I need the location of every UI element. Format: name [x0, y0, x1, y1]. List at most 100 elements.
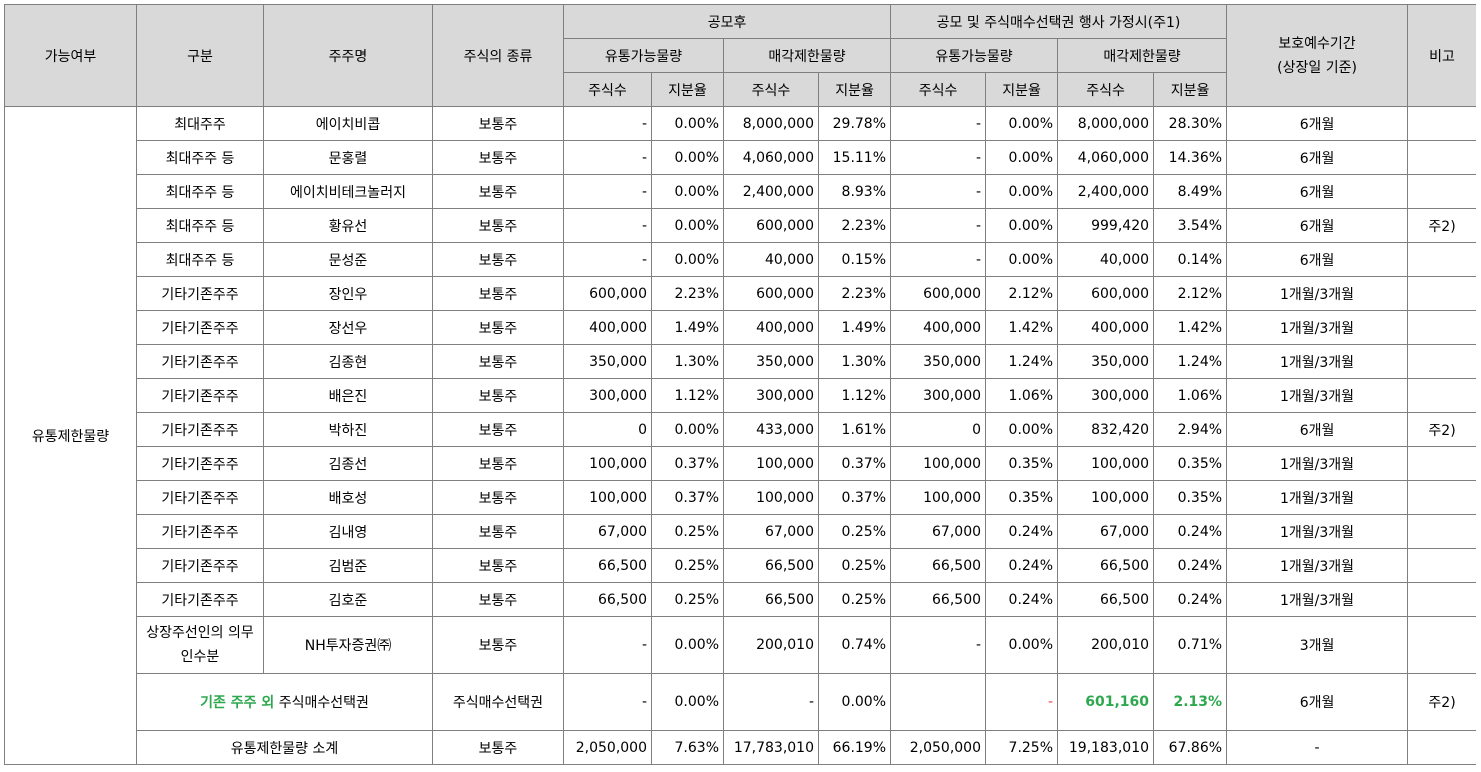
row-remark	[1407, 378, 1476, 413]
subtotal-b-restricted-shares: 19,183,010	[1057, 730, 1155, 765]
row-a-tradable-ratio: 0.37%	[651, 446, 724, 481]
lockup-shares-table: 가능여부 구분 주주명 주식의 종류 공모후 공모 및 주식매수선택권 행사 가…	[4, 4, 1476, 765]
table-row: 최대주주 등 에이치비테크놀러지 보통주 -0.00% 2,400,000 8.93% -0…	[5, 174, 1476, 209]
row-stock-type: 보통주	[432, 140, 564, 175]
row-a-restricted-shares: 100,000	[723, 446, 819, 481]
row-lockup: 1개월/3개월	[1226, 310, 1409, 345]
row-a-tradable-ratio: 2.23%	[651, 276, 724, 311]
row-category: 최대주주	[136, 106, 264, 141]
row-a-tradable-ratio: 0.00%	[651, 616, 724, 674]
header-a-restricted: 매각제한물량	[722, 38, 892, 73]
row-holder: 문성준	[263, 242, 433, 277]
row-stock-type: 보통주	[432, 616, 564, 674]
row-a-tradable-shares: 600,000	[563, 276, 652, 311]
row-stock-type: 보통주	[432, 514, 564, 549]
table-row: 기타기존주주 장인우 보통주 600,000 2.23% 600,000 2.23% 600,…	[5, 276, 1476, 311]
row-lockup: 1개월/3개월	[1226, 446, 1409, 481]
row-a-tradable-ratio: 0.37%	[651, 480, 724, 515]
row-category: 기타기존주주	[136, 310, 264, 345]
row-b-restricted-shares: 100,000	[1057, 446, 1155, 481]
row-holder: 에이치비콥	[263, 106, 433, 141]
row-stock-type: 보통주	[432, 480, 564, 515]
row-a-restricted-shares: 2,400,000	[723, 174, 819, 209]
row-b-restricted-shares: 400,000	[1057, 310, 1155, 345]
subtotal-b-tradable-shares: 2,050,000	[890, 730, 987, 765]
row-b-restricted-shares: 66,500	[1057, 548, 1155, 583]
row-a-tradable-ratio: 0.00%	[651, 106, 724, 141]
row-a-tradable-ratio: 0.00%	[651, 140, 724, 175]
row-a-tradable-shares: 0	[563, 412, 652, 447]
row-b-restricted-ratio: 28.30%	[1153, 106, 1228, 141]
row-b-restricted-shares: 300,000	[1057, 378, 1155, 413]
row-a-restricted-shares: 300,000	[723, 378, 819, 413]
row-b-restricted-ratio: 0.14%	[1153, 242, 1228, 277]
row-b-tradable-ratio: 0.00%	[985, 242, 1059, 277]
row-b-tradable-ratio: 0.24%	[985, 548, 1059, 583]
row-b-restricted-shares: 832,420	[1057, 412, 1155, 447]
option-label-rest: 주식매수선택권	[274, 695, 369, 711]
row-category: 기타기존주주	[136, 378, 264, 413]
row-stock-type: 보통주	[432, 412, 564, 447]
row-category: 기타기존주주	[136, 344, 264, 379]
row-stock-type: 보통주	[432, 344, 564, 379]
row-b-tradable-shares: 67,000	[890, 514, 987, 549]
row-category: 기타기존주주	[136, 276, 264, 311]
header-a-tradable-shares: 주식수	[563, 72, 652, 107]
row-a-tradable-ratio: 0.00%	[651, 174, 724, 209]
header-b-restricted-shares: 주식수	[1057, 72, 1155, 107]
header-holder: 주주명	[263, 4, 433, 107]
row-a-tradable-shares: -	[563, 174, 652, 209]
row-b-restricted-shares: 200,010	[1057, 616, 1155, 674]
row-remark	[1407, 514, 1476, 549]
row-a-tradable-shares: -	[563, 616, 652, 674]
row-category: 기타기존주주	[136, 514, 264, 549]
table-row: 기타기존주주 김내영 보통주 67,000 0.25% 67,000 0.25% 67,000…	[5, 514, 1476, 549]
option-b-restricted-shares: 601,160	[1057, 673, 1155, 731]
row-holder: 박하진	[263, 412, 433, 447]
row-holder: 장인우	[263, 276, 433, 311]
option-row-label: 기존 주주 외 주식매수선택권	[136, 673, 433, 731]
row-remark	[1407, 548, 1476, 583]
option-stock-type: 주식매수선택권	[432, 673, 564, 731]
subtotal-b-tradable-ratio: 7.25%	[985, 730, 1059, 765]
row-b-restricted-ratio: 1.24%	[1153, 344, 1228, 379]
header-lockup-period: 보호예수기간 (상장일 기준)	[1226, 4, 1409, 107]
header-a-restricted-ratio: 지분율	[817, 72, 892, 107]
row-b-tradable-shares: -	[890, 140, 987, 175]
row-stock-type: 보통주	[432, 446, 564, 481]
row-b-tradable-shares: -	[890, 174, 987, 209]
row-a-restricted-ratio: 8.93%	[817, 174, 892, 209]
header-b-tradable-ratio: 지분율	[985, 72, 1059, 107]
row-remark	[1407, 106, 1476, 141]
row-a-restricted-ratio: 0.74%	[817, 616, 892, 674]
option-remark: 주2)	[1407, 673, 1476, 731]
header-remark: 비고	[1407, 4, 1476, 107]
option-a-tradable-shares: -	[563, 673, 652, 731]
row-stock-type: 보통주	[432, 378, 564, 413]
option-b-tradable-shares	[890, 673, 987, 731]
table-row: 기타기존주주 배호성 보통주 100,000 0.37% 100,000 0.37% 100,…	[5, 480, 1476, 515]
row-holder: 김종현	[263, 344, 433, 379]
row-a-tradable-shares: -	[563, 106, 652, 141]
row-b-restricted-ratio: 0.24%	[1153, 514, 1228, 549]
row-b-restricted-ratio: 0.35%	[1153, 446, 1228, 481]
header-after-ipo: 공모후	[562, 4, 892, 39]
header-b-tradable: 유통가능물량	[890, 38, 1059, 73]
row-lockup: 6개월	[1226, 174, 1409, 209]
row-lockup: 1개월/3개월	[1226, 548, 1409, 583]
row-stock-type: 보통주	[432, 276, 564, 311]
row-b-restricted-ratio: 0.24%	[1153, 582, 1228, 617]
table-header: 가능여부 구분 주주명 주식의 종류 공모후 공모 및 주식매수선택권 행사 가…	[4, 4, 1476, 107]
row-a-restricted-shares: 67,000	[723, 514, 819, 549]
row-a-restricted-shares: 350,000	[723, 344, 819, 379]
row-remark: 주2)	[1407, 208, 1476, 243]
row-remark	[1407, 242, 1476, 277]
row-a-restricted-ratio: 1.49%	[817, 310, 892, 345]
table-row: 기타기존주주 배은진 보통주 300,000 1.12% 300,000 1.12% 300,…	[5, 378, 1476, 413]
row-a-tradable-shares: 66,500	[563, 582, 652, 617]
row-a-tradable-shares: -	[563, 140, 652, 175]
table-row: 최대주주 등 문성준 보통주 -0.00% 40,000 0.15% -0.00% 40,00…	[5, 242, 1476, 277]
row-b-tradable-ratio: 0.00%	[985, 616, 1059, 674]
row-a-restricted-shares: 100,000	[723, 480, 819, 515]
row-remark	[1407, 310, 1476, 345]
